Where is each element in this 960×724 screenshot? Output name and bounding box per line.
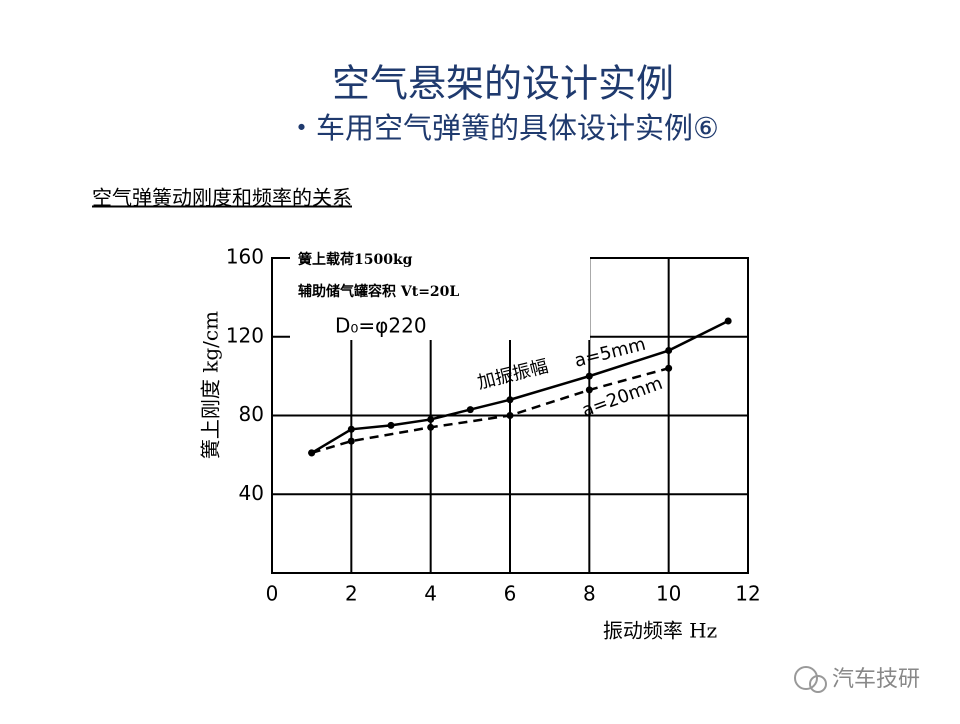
y-tick-label: 80 (239, 402, 264, 426)
annotation-box (290, 240, 590, 340)
x-axis-label: 振动频率 Hz (603, 619, 717, 643)
y-axis-label: 簧上刚度 kg/cm (199, 311, 223, 459)
y-tick-label: 40 (239, 481, 264, 505)
slide-title: 空气悬架的设计实例 (332, 62, 674, 106)
data-point (506, 396, 514, 404)
data-point (347, 425, 355, 433)
watermark-icon (794, 666, 818, 690)
watermark-icon (809, 675, 827, 693)
x-tick-label: 0 (266, 582, 279, 606)
slide-subtitle: ・车用空气弹簧的具体设计实例⑥ (287, 111, 719, 145)
series-line (311, 319, 729, 454)
x-tick-label: 12 (735, 582, 760, 606)
watermark: 汽车技研 (794, 666, 920, 693)
data-point (585, 386, 593, 394)
annotation: 簧上载荷1500kg (298, 251, 413, 268)
data-point (427, 423, 435, 431)
data-point (427, 415, 435, 423)
y-tick-label: 120 (226, 323, 264, 347)
data-point (347, 437, 355, 445)
watermark-text: 汽车技研 (832, 667, 920, 692)
data-point (466, 406, 474, 414)
x-tick-label: 6 (504, 582, 517, 606)
y-tick-label: 160 (226, 245, 264, 269)
data-point (387, 421, 395, 429)
data-point (724, 317, 732, 325)
x-tick-label: 8 (583, 582, 596, 606)
chart: 0 2 4 6 8 10 12 40 80 120 160 簧上载荷1500kg 辅助储气罐容积 Vt=… (199, 240, 761, 643)
data-point (308, 449, 316, 457)
data-point (506, 412, 514, 419)
data-point (585, 372, 593, 380)
section-heading: 空气弹簧动刚度和频率的关系 (92, 186, 352, 210)
series-line (311, 367, 669, 455)
annotation: 加振振幅 (475, 356, 550, 394)
data-point (665, 364, 673, 372)
x-tick-label: 2 (345, 582, 358, 606)
x-tick-label: 4 (424, 582, 437, 606)
annotation: D₀=φ220 (335, 314, 427, 338)
x-tick-label: 10 (656, 582, 681, 606)
data-point (665, 347, 673, 355)
annotation: 辅助储气罐容积 Vt=20L (298, 283, 459, 300)
